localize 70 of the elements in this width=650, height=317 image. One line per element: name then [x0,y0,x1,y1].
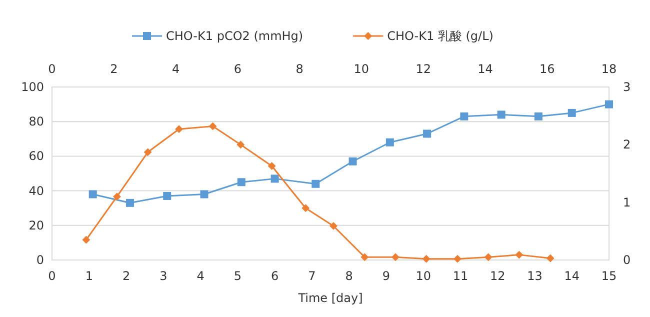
point [360,253,369,262]
xtick: 8 [345,269,353,283]
xtick: 15 [601,269,617,283]
x2tick: 12 [416,62,431,76]
point [175,125,183,134]
x2tick: 14 [478,62,493,76]
ytick: 60 [28,149,44,164]
point [126,198,134,207]
ytick: 100 [21,80,44,94]
point [515,250,524,259]
point [82,236,90,244]
point [302,204,310,212]
xtick: 1 [85,269,93,283]
y2tick: 2 [623,138,631,152]
point [270,174,279,183]
point [460,112,468,120]
xtick: 12 [490,269,506,283]
point [392,253,400,262]
y2tick: 3 [623,80,631,94]
x2tick: 8 [296,62,304,76]
x2tick: 4 [172,62,180,76]
point [88,190,97,198]
point [236,140,245,149]
y2tick: 0 [623,253,631,267]
point [568,108,576,117]
xlabel: Time [day] [298,291,363,305]
x2tick: 0 [48,62,56,76]
xtick: 7 [308,269,316,283]
ytick: 80 [28,114,44,129]
xtick: 14 [564,269,580,283]
point [422,254,430,263]
xtick: 10 [416,269,431,283]
xtick: 2 [122,269,130,283]
xtick: 4 [196,269,204,283]
point [454,254,462,263]
x2tick: 6 [234,62,242,76]
legend-text: CHO-K1 乳酸 (g/L) [387,29,494,43]
legend-text: CHO-K1 pCO2 (mmHg) [166,29,304,43]
ytick: 40 [28,184,44,198]
point [163,192,172,200]
point [330,222,338,230]
x2tick: 18 [601,62,617,76]
point [348,157,357,166]
x2tick: 10 [354,62,370,76]
xtick: 0 [48,269,56,283]
point [312,180,320,188]
point [546,254,554,262]
point [497,110,506,119]
point [605,100,613,108]
point [386,138,394,146]
point [534,112,542,120]
ytick: 20 [28,218,44,232]
ytick: 0 [36,253,44,267]
point [200,190,208,198]
xtick: 6 [270,269,279,283]
point [113,192,121,201]
point [144,148,152,156]
point [423,130,432,138]
xtick: 11 [452,269,468,283]
point [268,162,276,170]
y2tick: 1 [623,195,631,210]
xtick: 9 [382,269,390,283]
xtick: 5 [234,269,242,283]
x2tick: 2 [110,62,118,76]
point [208,122,217,130]
xtick: 3 [160,269,168,283]
point [237,178,246,186]
xtick: 13 [527,269,542,283]
x2tick: 16 [539,62,555,76]
point [484,253,492,262]
